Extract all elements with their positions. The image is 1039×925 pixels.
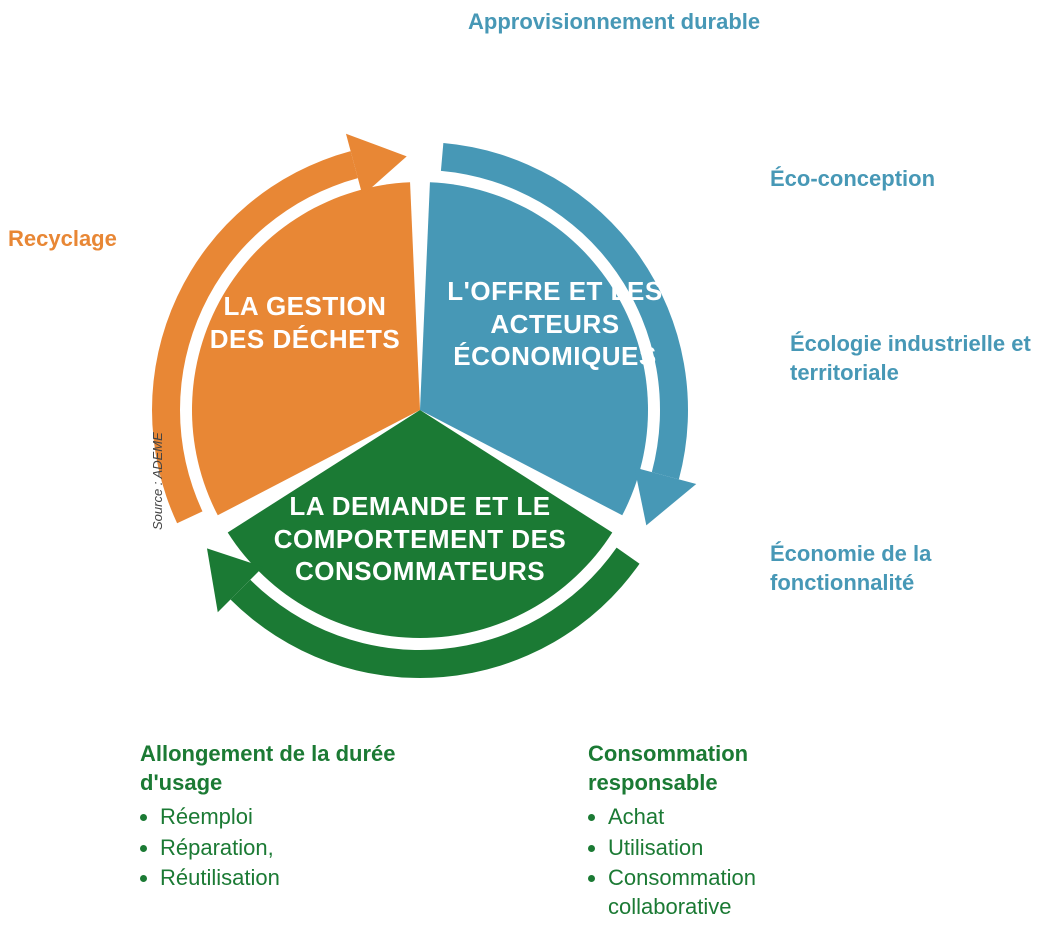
outer-label-allongement-duree: Allongement de la durée d'usageRéemploiR… [140,740,440,895]
diagram-stage: L'OFFRE ET LESACTEURSÉCONOMIQUES LA DEMA… [0,0,1039,925]
outer-label-recyclage: Recyclage [8,225,158,254]
segment-label-offer: L'OFFRE ET LESACTEURSÉCONOMIQUES [430,275,680,373]
source-credit: Source : ADEME [150,432,165,530]
outer-label-approvisionnement: Approvisionnement durable [468,8,768,37]
segment-label-demand: LA DEMANDE ET LECOMPORTEMENT DESCONSOMMA… [260,490,580,588]
segment-label-waste: LA GESTIONDES DÉCHETS [190,290,420,355]
outer-label-consommation-responsable: Consommation responsableAchatUtilisation… [588,740,868,924]
outer-label-eco-conception: Éco-conception [770,165,1020,194]
outer-label-ecologie-industrielle: Écologie industrielle et territoriale [790,330,1039,387]
ring-arrow-head-offer [634,467,696,525]
outer-label-economie-fonctionnalite: Économie de la fonctionnalité [770,540,1020,597]
